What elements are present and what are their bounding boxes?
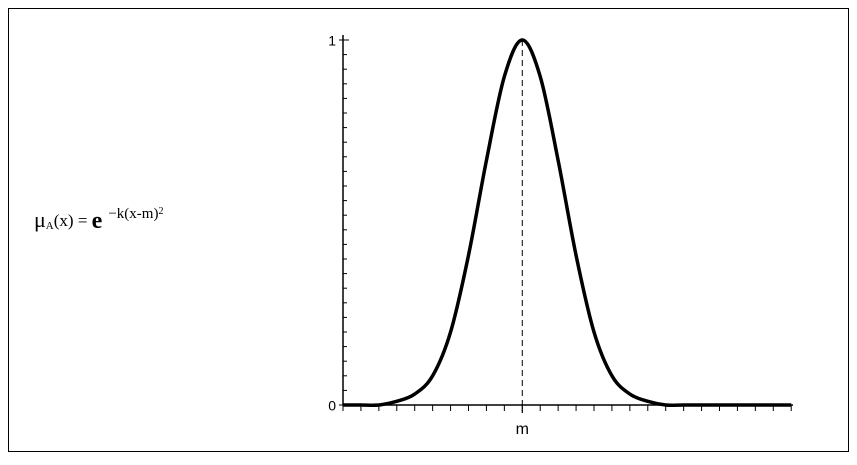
frame xyxy=(8,8,849,452)
y-tick-label: 1 xyxy=(328,33,336,49)
formula-mu: μ xyxy=(34,207,46,232)
x-tick-label: m xyxy=(516,421,529,438)
formula-sub: A xyxy=(46,220,54,232)
formula-arg: (x) = xyxy=(54,211,92,230)
formula-power: 2 xyxy=(158,206,163,217)
formula-base: e xyxy=(92,208,103,234)
formula: μA(x) = e −k(x-m)2 xyxy=(34,206,163,233)
membership-curve xyxy=(343,38,792,408)
y-tick-label: 0 xyxy=(328,398,336,414)
formula-exponent: −k(x-m) xyxy=(108,206,158,222)
